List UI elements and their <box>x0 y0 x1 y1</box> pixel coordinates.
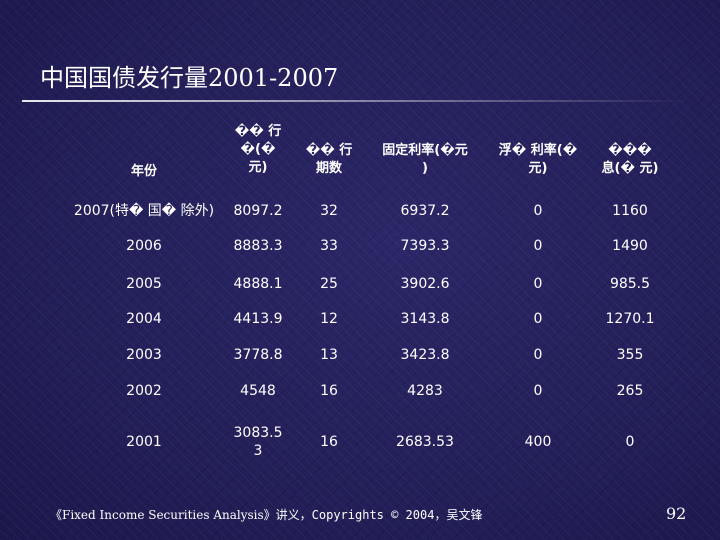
title-divider <box>22 100 690 102</box>
table-cell: 16 <box>320 434 338 450</box>
table-cell: 3143.8 <box>400 311 450 327</box>
footer-copyright: 讲义，Copyrights © 2004，吴文锋 <box>275 508 483 522</box>
table-cell: 4413.9 <box>233 311 283 327</box>
column-header: 年份 <box>130 164 158 179</box>
footer-book-title: 《Fixed Income Securities Analysis》 <box>50 508 276 522</box>
table-cell: 25 <box>320 276 338 292</box>
column-header: ��� 息(� 元) <box>601 143 659 176</box>
year-cell: 2004 <box>126 311 162 327</box>
column-header: �� 行 �(� 元) <box>234 124 282 175</box>
table-cell: 0 <box>533 203 543 219</box>
table-cell: 6937.2 <box>400 203 450 219</box>
table-cell: 1270.1 <box>605 311 655 327</box>
table-cell: 8883.3 <box>233 238 283 254</box>
table-cell: 32 <box>320 203 338 219</box>
table-cell: 0 <box>533 311 543 327</box>
table-cell: 4283 <box>407 383 443 399</box>
table-cell: 355 <box>616 347 644 363</box>
year-cell: 2006 <box>126 238 162 254</box>
column-header: 浮� 利率(� 元) <box>498 143 578 176</box>
year-cell: 2005 <box>126 276 162 292</box>
table-cell: 265 <box>616 383 644 399</box>
page-number: 92 <box>666 504 687 523</box>
column-header: �� 行期数 <box>305 143 353 176</box>
table-cell: 0 <box>533 276 543 292</box>
table-cell: 4548 <box>240 383 276 399</box>
table-cell: 1490 <box>612 238 648 254</box>
table-cell: 3423.8 <box>400 347 450 363</box>
slide-title: 中国国债发行量2001-2007 <box>40 64 339 92</box>
table-cell: 4888.1 <box>233 276 283 292</box>
table-cell: 0 <box>533 383 543 399</box>
column-header: 固定利率(�元) <box>382 143 468 176</box>
table-cell: 3902.6 <box>400 276 450 292</box>
table-cell: 7393.3 <box>400 238 450 254</box>
table-cell: 12 <box>320 311 338 327</box>
table-cell: 33 <box>320 238 338 254</box>
year-cell: 2001 <box>126 434 162 450</box>
year-cell: 2002 <box>126 383 162 399</box>
table-cell: 0 <box>625 434 635 450</box>
table-cell: 400 <box>524 434 552 450</box>
table-cell: 3778.8 <box>233 347 283 363</box>
table-cell: 985.5 <box>609 276 651 292</box>
table-cell: 8097.2 <box>233 203 283 219</box>
table-cell: 16 <box>320 383 338 399</box>
slide-footer: 《Fixed Income Securities Analysis》讲义，Cop… <box>50 506 482 523</box>
table-cell: 0 <box>533 238 543 254</box>
table-cell: 13 <box>320 347 338 363</box>
table-cell: 0 <box>533 347 543 363</box>
table-cell: 1160 <box>612 203 648 219</box>
year-cell: 2003 <box>126 347 162 363</box>
table-cell: 2683.53 <box>396 434 454 450</box>
year-cell: 2007(特� 国� 除外) <box>73 203 215 219</box>
table-cell: 3083.5 3 <box>233 425 283 459</box>
